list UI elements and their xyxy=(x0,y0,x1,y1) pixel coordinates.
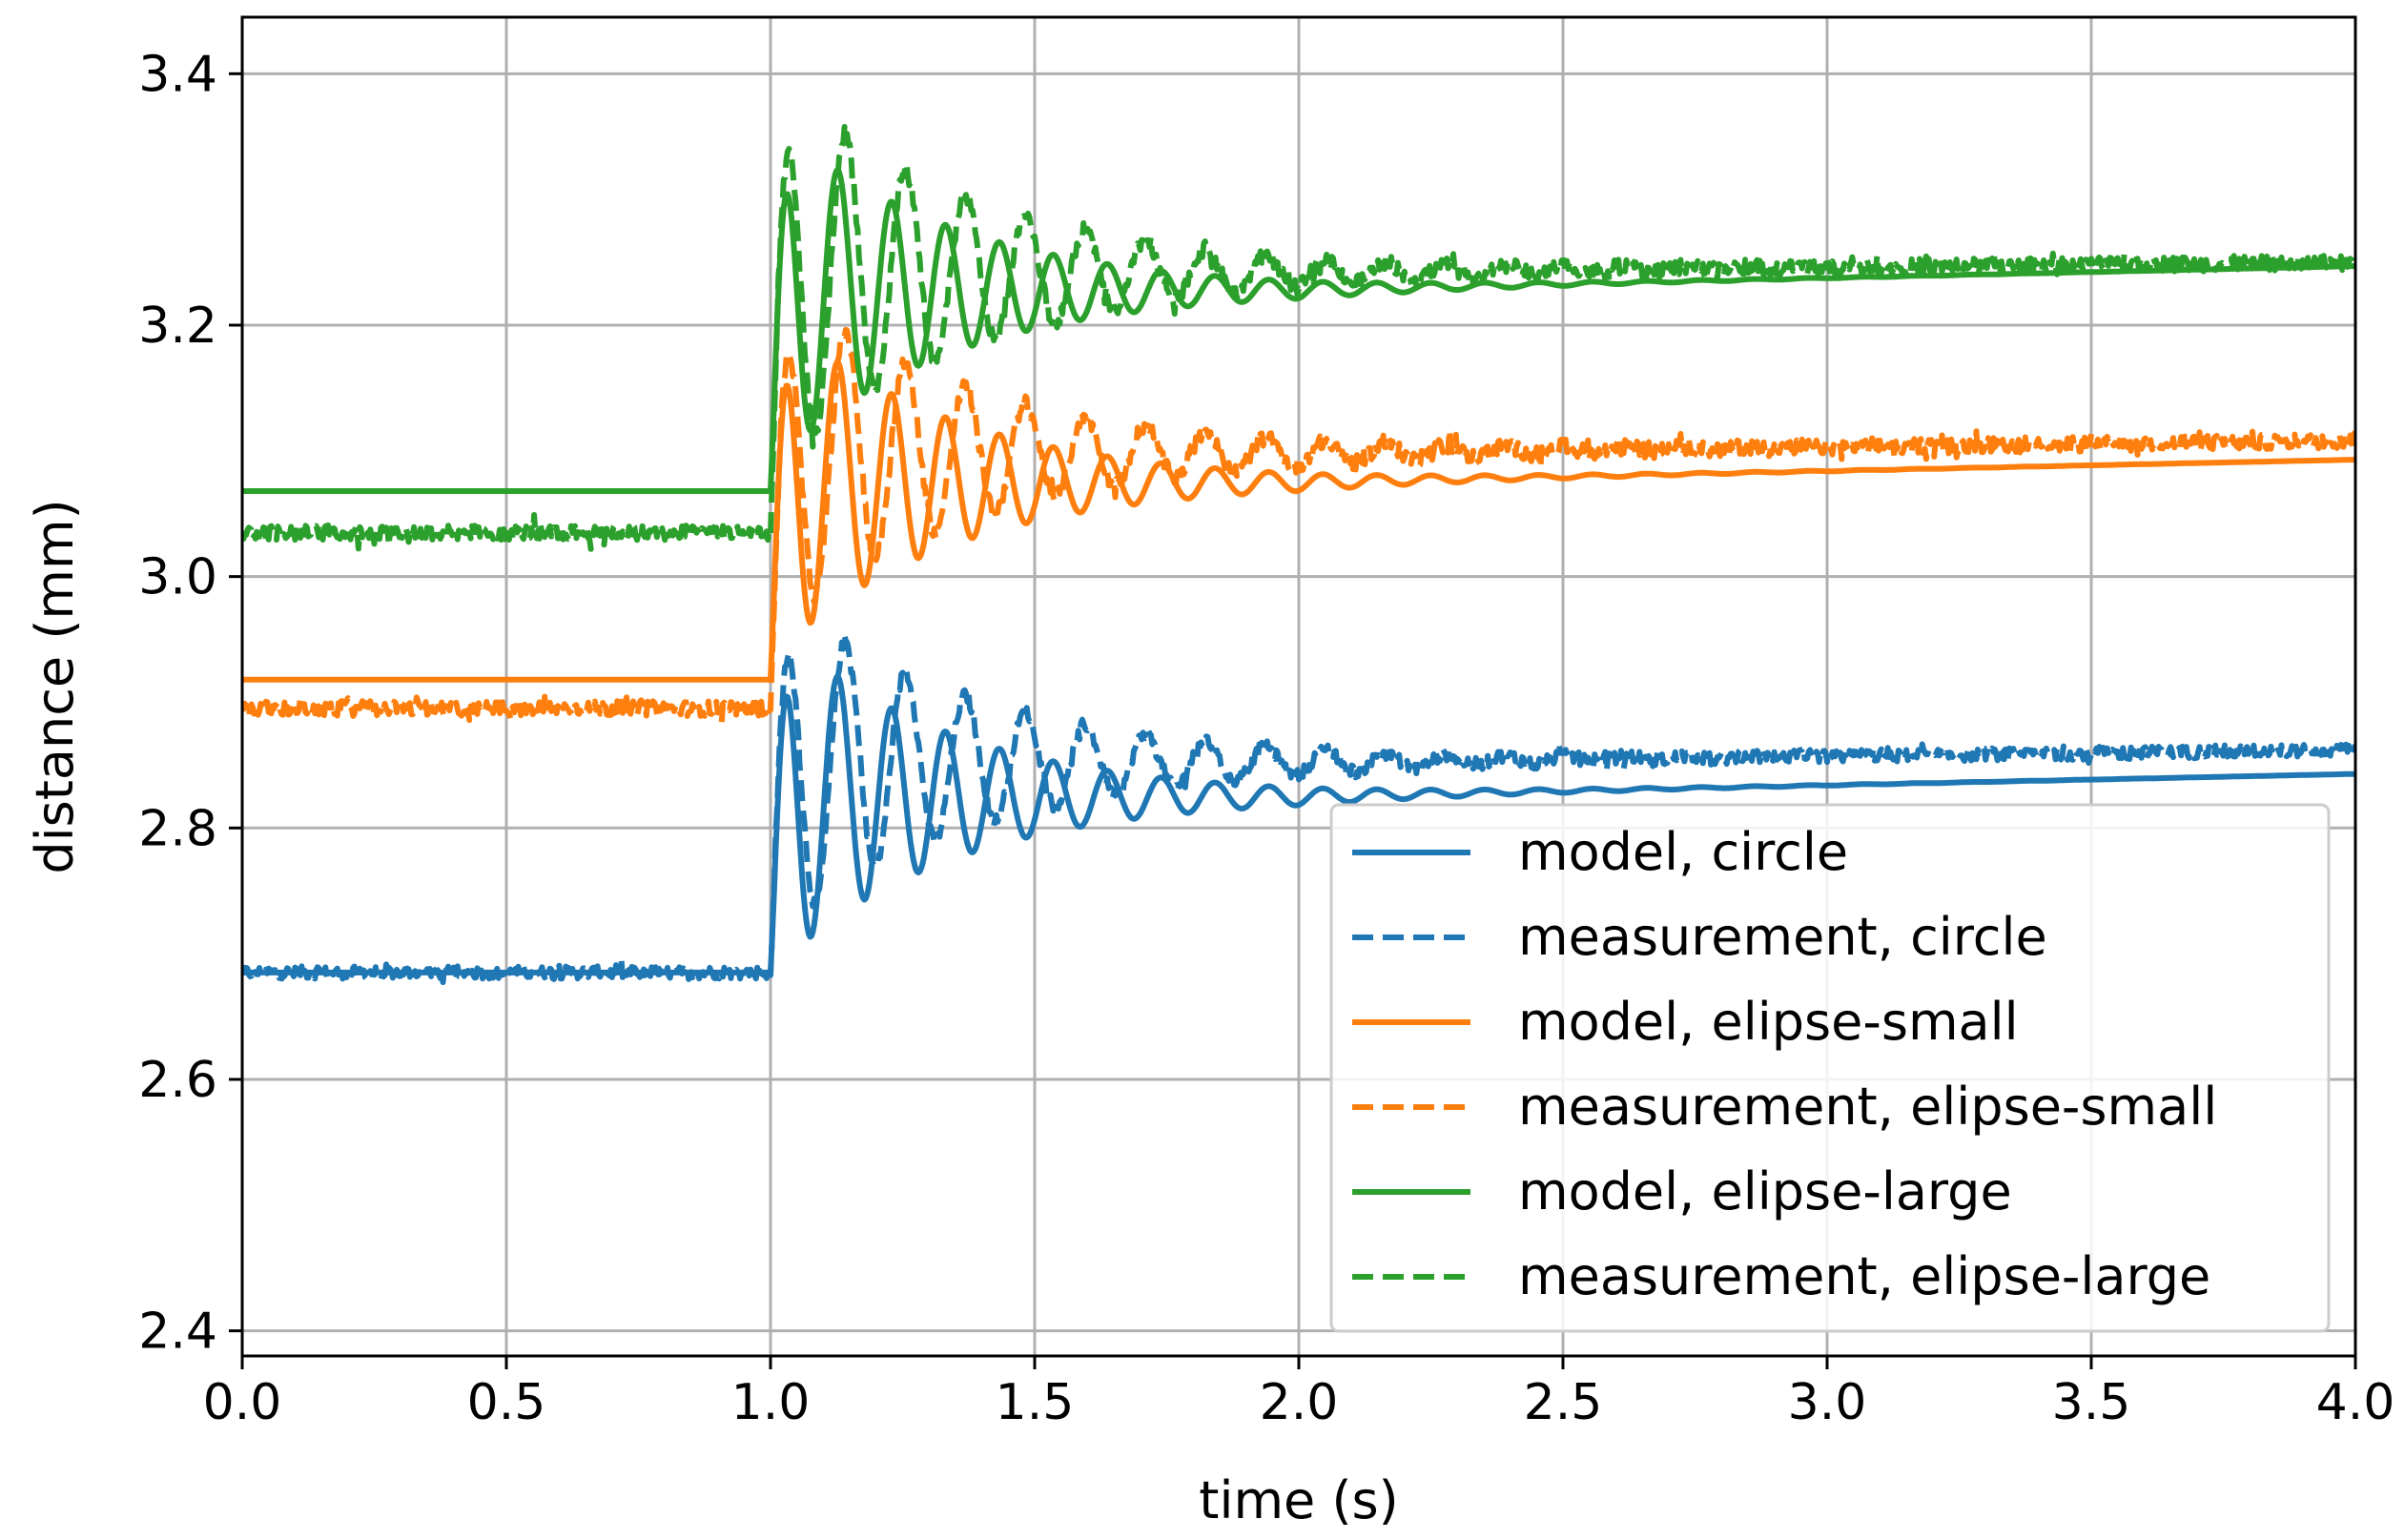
x-tick-label: 3.5 xyxy=(2052,1374,2131,1431)
y-axis-label: distance (mm) xyxy=(25,499,85,873)
x-tick-label: 3.0 xyxy=(1788,1374,1867,1431)
series-layer xyxy=(242,124,2355,986)
y-tick-label: 3.2 xyxy=(138,298,217,355)
legend-label-5: model, elipse-large xyxy=(1518,1161,2012,1222)
legend-label-4: measurement, elipse-small xyxy=(1518,1077,2217,1137)
x-tick-label: 1.0 xyxy=(731,1374,811,1431)
legend: model, circle measurement, circle model, e… xyxy=(1329,803,2331,1333)
x-tick-label: 2.0 xyxy=(1260,1374,1339,1431)
x-tick-label: 0.0 xyxy=(203,1374,282,1431)
legend-box xyxy=(1329,803,2331,1333)
y-tick-label: 3.0 xyxy=(138,549,217,606)
x-tick-label: 0.5 xyxy=(467,1374,546,1431)
x-tick-label: 1.5 xyxy=(996,1374,1075,1431)
y-tick-label: 2.6 xyxy=(138,1052,217,1109)
x-axis-label: time (s) xyxy=(1199,1470,1398,1530)
y-tick-label: 2.4 xyxy=(138,1304,217,1361)
x-axis: 0.0 0.5 1.0 1.5 2.0 2.5 3.0 3.5 4.0 xyxy=(203,1356,2395,1431)
series-line-2 xyxy=(242,632,2355,986)
grid-lines xyxy=(240,17,2357,1356)
legend-label-1: model, circle xyxy=(1518,822,1848,882)
series-line-3 xyxy=(242,359,2355,683)
legend-label-2: measurement, circle xyxy=(1518,907,2047,967)
series-line-6 xyxy=(242,124,2355,552)
y-tick-label: 3.4 xyxy=(138,46,217,103)
y-axis: 2.4 2.6 2.8 3.0 3.2 3.4 xyxy=(138,46,242,1361)
legend-label-3: model, elipse-small xyxy=(1518,992,2019,1052)
series-line-4 xyxy=(242,326,2355,726)
series-line-5 xyxy=(242,167,2355,494)
legend-label-6: measurement, elipse-large xyxy=(1518,1246,2210,1306)
y-tick-label: 2.8 xyxy=(138,800,217,857)
x-tick-label: 2.5 xyxy=(1524,1374,1603,1431)
x-tick-label: 4.0 xyxy=(2316,1374,2395,1431)
